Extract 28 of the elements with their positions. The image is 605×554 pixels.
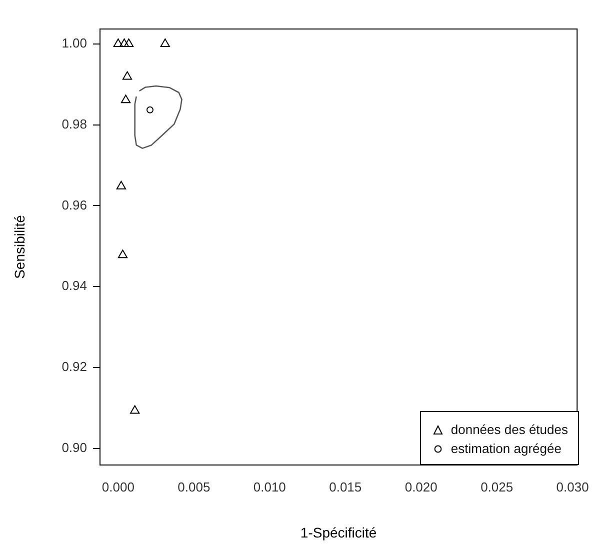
x-tick-label: 0.025 [480,479,514,494]
point [116,180,126,190]
x-tick-label: 0.000 [102,479,134,494]
point [120,94,131,104]
y-tick-label: 1.00 [62,36,87,51]
x-tick-label: 0.015 [329,479,362,494]
legend-label: données des études [450,421,568,439]
y-tick-label: 0.92 [62,359,87,374]
point [146,106,154,114]
line-series [134,85,182,149]
point [124,38,134,47]
y-tick-label: 0.90 [62,440,87,455]
point [122,71,132,80]
y-axis-title: Sensibilité [11,214,28,279]
x-tick-label: 0.020 [404,479,438,494]
x-tick-label: 0.005 [178,479,210,494]
x-tick-label: 0.010 [253,479,286,494]
y-tick-label: 0.94 [62,278,87,294]
x-tick-label: 0.030 [556,479,589,494]
legend-label: estimation agrégée [450,440,562,458]
point [160,38,170,47]
point [118,250,128,258]
y-tick-label: 0.98 [62,116,87,132]
point [113,38,124,47]
y-tick-label: 0.96 [62,197,87,212]
x-axis-title: 1-Spécificité [300,524,377,540]
point [130,405,140,414]
point [119,38,130,47]
